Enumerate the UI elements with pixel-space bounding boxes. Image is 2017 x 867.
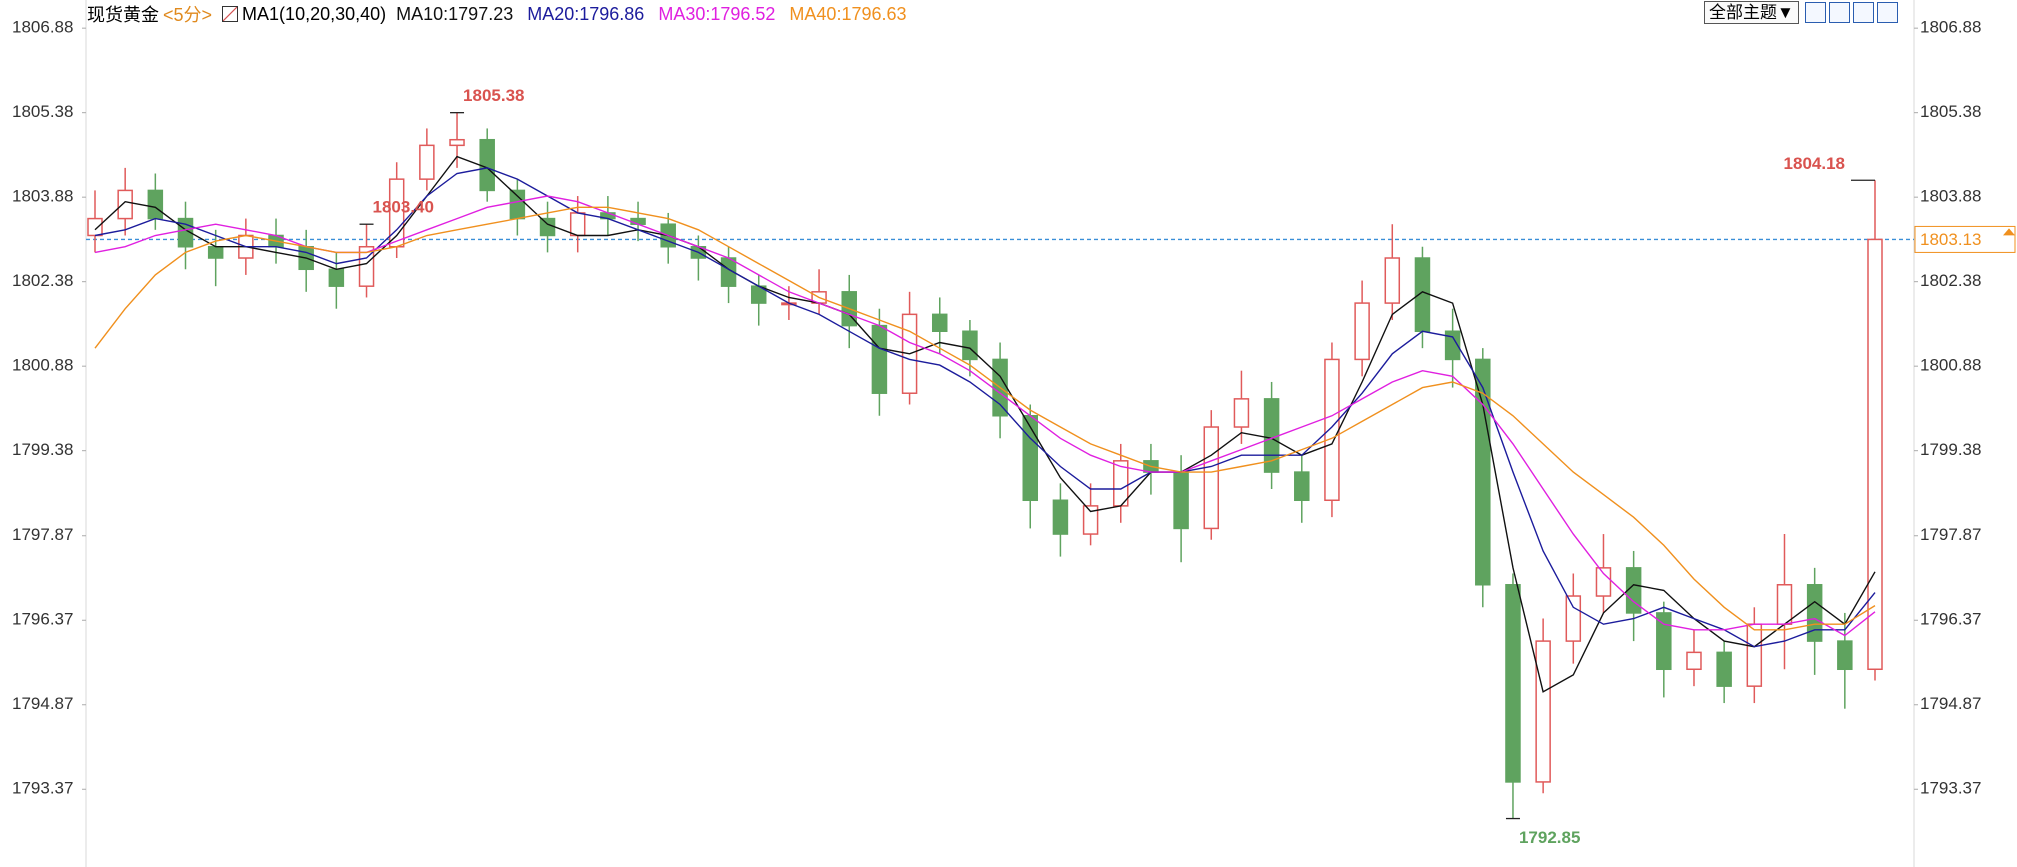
y-tick-label: 1793.37 (1920, 779, 1981, 798)
tool-button[interactable] (1828, 2, 1850, 23)
candle-body (1022, 415, 1039, 502)
y-tick-label: 1803.88 (1920, 187, 1981, 206)
y-tick-label: 1802.38 (1920, 271, 1981, 290)
y-tick-label: 1803.88 (12, 187, 73, 206)
last-price-arrow (2003, 228, 2015, 236)
indicator-icon (222, 6, 239, 22)
theme-button[interactable]: 全部主题▼ (1704, 1, 1799, 24)
candle-body (1505, 584, 1521, 783)
annotation: 1803.40 (373, 198, 434, 217)
ma-line (94, 195, 1876, 637)
y-tick-label: 1800.88 (1920, 356, 1981, 375)
title: 现货黄金 (87, 5, 159, 25)
indicator: MA1(10,20,30,40) (242, 3, 387, 24)
candle-body (1686, 651, 1702, 671)
candle-body (1324, 358, 1340, 502)
legend: MA10:1797.23 MA20:1796.86 MA30:1796.52 MA40… (396, 4, 920, 25)
candle-body (1233, 398, 1250, 428)
header: 现货黄金 <5分> MA1(10,20,30,40) MA10:1797.23 M… (87, 2, 921, 26)
candle-body (358, 245, 375, 287)
candle-body (1867, 238, 1883, 671)
legend-entry: MA20:1796.86 (527, 3, 645, 24)
candle-body (931, 313, 948, 333)
candle-body (1656, 612, 1672, 671)
candle-body (1384, 257, 1401, 304)
candle-body (1716, 651, 1732, 687)
annotation: 1805.38 (463, 86, 524, 105)
candle-body (1475, 358, 1491, 586)
y-tick-label: 1806.88 (12, 18, 73, 37)
candle-body (1595, 567, 1612, 597)
tool-button[interactable] (1876, 2, 1898, 23)
last-price-label: 1803.13 (1920, 230, 1981, 249)
ma-line (94, 206, 1876, 631)
candle-body (1082, 505, 1099, 535)
candle-body (479, 138, 495, 192)
candle-body (87, 217, 103, 237)
y-tick-label: 1799.38 (12, 440, 73, 459)
annotation: 1804.18 (1784, 154, 1845, 173)
legend-entry: MA10:1797.23 (396, 3, 514, 24)
candle-body (449, 138, 465, 147)
candle-body (1173, 471, 1189, 530)
candle-body (117, 189, 133, 220)
candle-body (539, 217, 556, 237)
candle-body (1203, 426, 1220, 530)
y-tick-label: 1797.87 (12, 525, 73, 544)
candle-body (962, 330, 978, 361)
y-tick-label: 1793.37 (12, 779, 73, 798)
y-tick-label: 1796.37 (12, 610, 73, 629)
candle-body (1535, 640, 1551, 783)
last-price-box (1914, 225, 2016, 253)
tool-button[interactable] (1804, 2, 1826, 23)
annotation: 1792.85 (1519, 828, 1580, 847)
candle-body (871, 324, 888, 394)
ma-line (94, 155, 1876, 693)
y-tick-label: 1806.88 (1920, 18, 1981, 37)
y-tick-label: 1800.88 (12, 356, 73, 375)
y-tick-label: 1805.38 (1920, 102, 1981, 121)
tool-button[interactable] (1852, 2, 1874, 23)
y-tick-label: 1797.87 (1920, 525, 1981, 544)
candle-body (1837, 640, 1853, 671)
candle-body (569, 212, 586, 237)
y-tick-label: 1796.37 (1920, 610, 1981, 629)
y-tick-label: 1802.38 (12, 271, 73, 290)
y-tick-label: 1794.87 (1920, 694, 1981, 713)
candle-body (1052, 499, 1069, 535)
candle-body (1294, 471, 1310, 502)
candle-body (419, 144, 435, 180)
candle-body (147, 189, 164, 220)
ma-line (94, 167, 1876, 648)
legend-entry: MA30:1796.52 (658, 3, 776, 24)
y-tick-label: 1805.38 (12, 102, 73, 121)
candle-body (328, 268, 345, 287)
candle-body (1354, 302, 1370, 361)
candle-body (1776, 584, 1793, 625)
candle-body (630, 217, 646, 225)
candle-body (1746, 623, 1763, 687)
period[interactable]: <5分> (163, 5, 213, 25)
toolbar: 全部主题▼ (1704, 1, 1901, 24)
legend-entry: MA40:1796.63 (789, 3, 907, 24)
candle-body (207, 245, 224, 259)
candle-body (1806, 584, 1823, 642)
y-tick-label: 1794.87 (12, 694, 73, 713)
candle-body (509, 189, 526, 220)
y-tick-label: 1799.38 (1920, 440, 1981, 459)
candle-body (1565, 595, 1582, 642)
candle-body (1444, 330, 1461, 361)
